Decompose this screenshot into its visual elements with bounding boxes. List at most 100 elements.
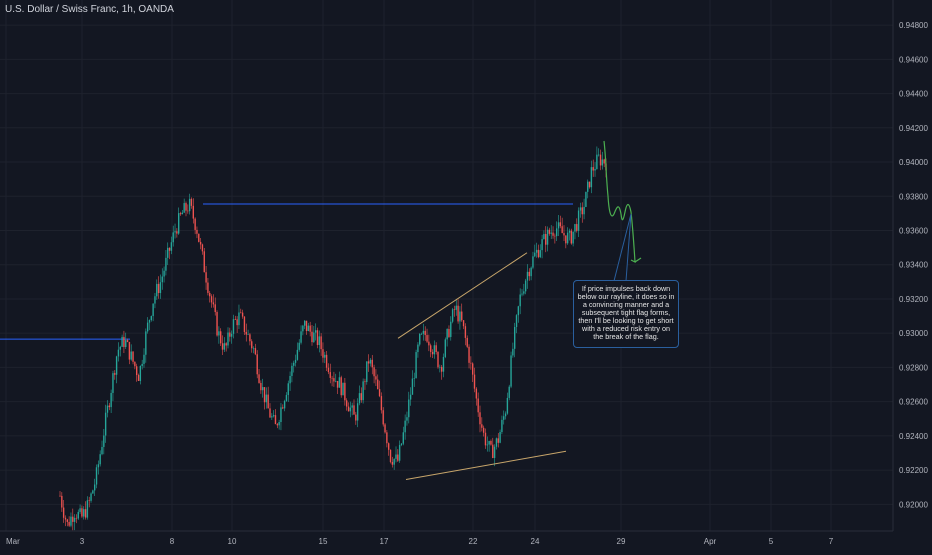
candle-body	[135, 366, 138, 376]
candle-body	[490, 441, 492, 445]
candle-body	[221, 343, 224, 350]
annotation-pointer	[613, 213, 632, 282]
candle-body	[302, 325, 304, 332]
candle-body	[411, 378, 414, 395]
candle-body	[81, 508, 83, 517]
y-tick-label: 0.93800	[899, 192, 928, 201]
candle-body	[545, 234, 547, 245]
candle-body	[481, 424, 483, 428]
candle-body	[424, 330, 426, 336]
candle-body	[455, 305, 457, 310]
x-tick-label: 5	[769, 537, 774, 546]
candle-body	[565, 235, 567, 244]
candle-body	[499, 432, 501, 443]
candle-body	[501, 419, 503, 433]
candle-body	[382, 410, 384, 425]
candle-body	[537, 249, 540, 258]
candle-body	[329, 372, 331, 378]
candle-body	[555, 228, 558, 237]
candle-body	[599, 154, 602, 166]
y-tick-label: 0.93400	[899, 261, 928, 270]
candle-body	[331, 377, 333, 379]
candle-body	[594, 168, 596, 171]
x-tick-label: 3	[80, 537, 85, 546]
drawings	[397, 140, 642, 481]
candle-body	[444, 339, 447, 357]
candle-body	[440, 366, 443, 372]
candle-body	[387, 443, 390, 450]
candle-body	[167, 247, 169, 258]
candle-body	[128, 341, 131, 360]
candle-body	[283, 400, 286, 409]
candle-body	[535, 249, 538, 253]
candle-body	[123, 336, 125, 348]
annotation-note[interactable]: If price impulses back down below our ra…	[573, 280, 679, 348]
candle-body	[119, 346, 121, 350]
x-tick-label: 10	[228, 537, 237, 546]
candle-body	[261, 387, 264, 391]
candle-body	[563, 233, 565, 236]
candle-body	[493, 446, 496, 458]
candle-body	[322, 349, 324, 358]
candle-body	[453, 309, 456, 310]
candle-body	[559, 222, 562, 227]
candle-body	[347, 406, 350, 412]
y-tick-label: 0.94400	[899, 90, 928, 99]
projection-arrowhead	[634, 257, 642, 263]
candle-body	[75, 517, 78, 519]
candle-body	[298, 342, 300, 350]
candle-body	[99, 454, 101, 465]
wedge-upper-line	[397, 252, 528, 339]
candle-body	[168, 247, 171, 251]
candle-body	[340, 377, 342, 396]
candle-body	[190, 198, 193, 206]
candle-body	[234, 319, 237, 320]
candle-body	[289, 375, 291, 384]
candle-body	[519, 294, 521, 307]
candle-body	[179, 213, 182, 215]
candles	[59, 146, 607, 531]
candle-body	[252, 348, 255, 349]
candle-body	[546, 229, 549, 245]
grid	[0, 0, 893, 531]
candle-body	[117, 349, 120, 357]
candle-body	[338, 377, 341, 388]
candle-body	[353, 405, 355, 415]
candle-body	[579, 207, 582, 211]
candle-body	[373, 367, 375, 377]
candle-body	[177, 213, 180, 234]
candle-body	[512, 348, 514, 356]
candle-body	[278, 422, 280, 426]
candle-body	[482, 427, 485, 433]
candle-body	[139, 365, 142, 381]
candle-body	[585, 191, 587, 207]
candle-body	[583, 206, 585, 215]
candle-body	[280, 407, 282, 423]
candle-body	[386, 432, 388, 444]
candle-body	[172, 232, 174, 243]
candle-body	[227, 332, 229, 346]
candle-body	[183, 203, 185, 213]
candle-body	[543, 234, 545, 240]
candle-body	[473, 374, 476, 389]
candle-body	[263, 387, 266, 403]
candle-body	[62, 507, 65, 518]
candle-body	[576, 224, 578, 231]
candle-body	[145, 331, 147, 355]
candle-body	[92, 490, 94, 494]
x-tick-label: Apr	[704, 537, 717, 546]
candle-body	[72, 516, 74, 522]
candle-body	[380, 396, 383, 411]
candle-body	[285, 394, 288, 401]
candle-body	[446, 328, 448, 340]
candle-body	[461, 311, 463, 321]
candle-body	[417, 344, 419, 353]
candle-body	[484, 432, 487, 446]
x-tick-label: Mar	[6, 537, 20, 546]
candle-body	[66, 519, 69, 522]
candle-body	[603, 159, 605, 164]
candle-body	[282, 407, 284, 409]
candle-body	[241, 312, 244, 317]
